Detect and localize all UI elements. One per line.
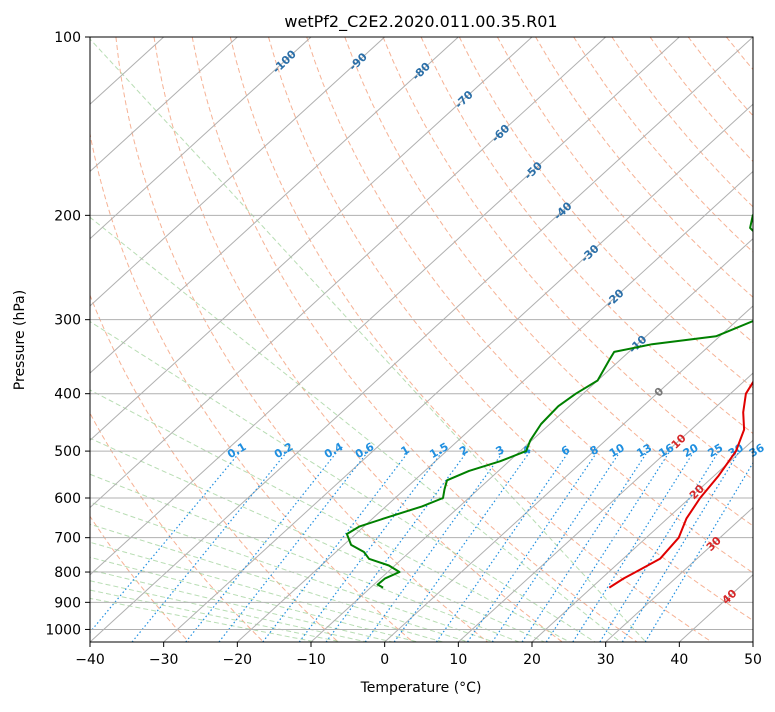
- mixing-ratio-label: 13: [634, 441, 654, 460]
- mixing-ratio-line: [600, 451, 719, 642]
- y-tick-label: 500: [54, 444, 81, 460]
- dry-adiabat: [0, 37, 189, 642]
- x-tick-label: 50: [744, 652, 762, 668]
- y-tick-label: 300: [54, 313, 81, 329]
- moist-adiabat: [0, 37, 418, 642]
- dry-adiabat: [192, 37, 637, 642]
- x-tick-label: 20: [523, 652, 541, 668]
- isotherm-line: [0, 37, 311, 642]
- mixing-ratio-line: [219, 451, 368, 642]
- isotherm-line: [90, 37, 753, 642]
- y-tick-label: 200: [54, 208, 81, 224]
- y-tick-label: 1000: [45, 622, 81, 638]
- profile-series: [347, 37, 775, 588]
- mixing-ratio-label: 0.4: [322, 440, 346, 461]
- x-tick-label: −30: [149, 652, 179, 668]
- mixing-ratio-line: [573, 451, 694, 642]
- mixing-ratio-label: 0.6: [353, 440, 377, 461]
- dry-adiabat: [574, 37, 775, 642]
- y-tick-label: 600: [54, 491, 81, 507]
- moist-adiabat: [0, 37, 367, 642]
- isotherm-line: [16, 37, 679, 642]
- mixing-ratio-line: [468, 451, 598, 642]
- mixing-ratio-label: 10: [607, 441, 627, 460]
- moist-adiabat: [0, 37, 494, 642]
- y-tick-label: 100: [54, 30, 81, 46]
- chart-title: wetPf2_C2E2.2020.011.00.35.R01: [284, 12, 557, 32]
- x-tick-label: 30: [597, 652, 615, 668]
- y-tick-label: 900: [54, 595, 81, 611]
- x-tick-label: −20: [223, 652, 253, 668]
- y-axis-ticks: 100 200 300 400 500 600 700 800 900 1000: [45, 30, 90, 638]
- dry-adiabat: [1, 37, 263, 642]
- dry-adiabat: [536, 37, 775, 642]
- temperature-profile-line: [609, 37, 775, 588]
- mixing-ratio-line: [492, 451, 620, 642]
- x-tick-label: −40: [75, 652, 105, 668]
- background-lines: [0, 37, 775, 642]
- mixing-ratio-label: 6: [559, 443, 572, 458]
- y-tick-label: 400: [54, 387, 81, 403]
- dry-adiabat: [269, 37, 775, 642]
- x-axis-ticks: −40 −30 −20 −10 0 10 20 30 40 50: [75, 642, 762, 668]
- x-tick-label: 40: [670, 652, 688, 668]
- y-axis-label: Pressure (hPa): [12, 290, 28, 390]
- x-tick-label: 0: [380, 652, 389, 668]
- moist-adiabat: [0, 37, 468, 642]
- y-tick-label: 800: [54, 565, 81, 581]
- mixing-ratio-line: [132, 451, 288, 642]
- mixing-ratio-line: [546, 451, 670, 642]
- isotherm-line: [0, 37, 385, 642]
- dry-adiabat: [726, 37, 775, 642]
- x-tick-label: 10: [449, 652, 467, 668]
- mixing-ratio-line: [299, 451, 443, 642]
- isotherm-line: [753, 37, 775, 642]
- mixing-ratio-line: [622, 451, 739, 642]
- x-tick-label: −10: [296, 652, 326, 668]
- moist-adiabat: [0, 37, 316, 642]
- dry-adiabat: [765, 37, 775, 642]
- mixing-ratio-line: [365, 451, 503, 642]
- moist-adiabat: [0, 37, 392, 642]
- mixing-ratio-label: 1.5: [427, 440, 450, 461]
- isotherm-line: [0, 37, 606, 642]
- mixing-ratio-label: 25: [706, 441, 726, 460]
- moist-adiabat: [0, 37, 620, 642]
- moist-adiabat: [0, 37, 519, 642]
- y-tick-label: 700: [54, 531, 81, 547]
- x-axis-label: Temperature (°C): [360, 680, 482, 696]
- moist-adiabat: [0, 37, 341, 642]
- moist-adiabat: [0, 37, 544, 642]
- dry-adiabat: [688, 37, 775, 642]
- moist-adiabat: [0, 37, 443, 642]
- mixing-ratio-label: 0.1: [225, 440, 248, 461]
- dewpoint-profile-line: [347, 37, 775, 588]
- isotherm-line: [0, 37, 458, 642]
